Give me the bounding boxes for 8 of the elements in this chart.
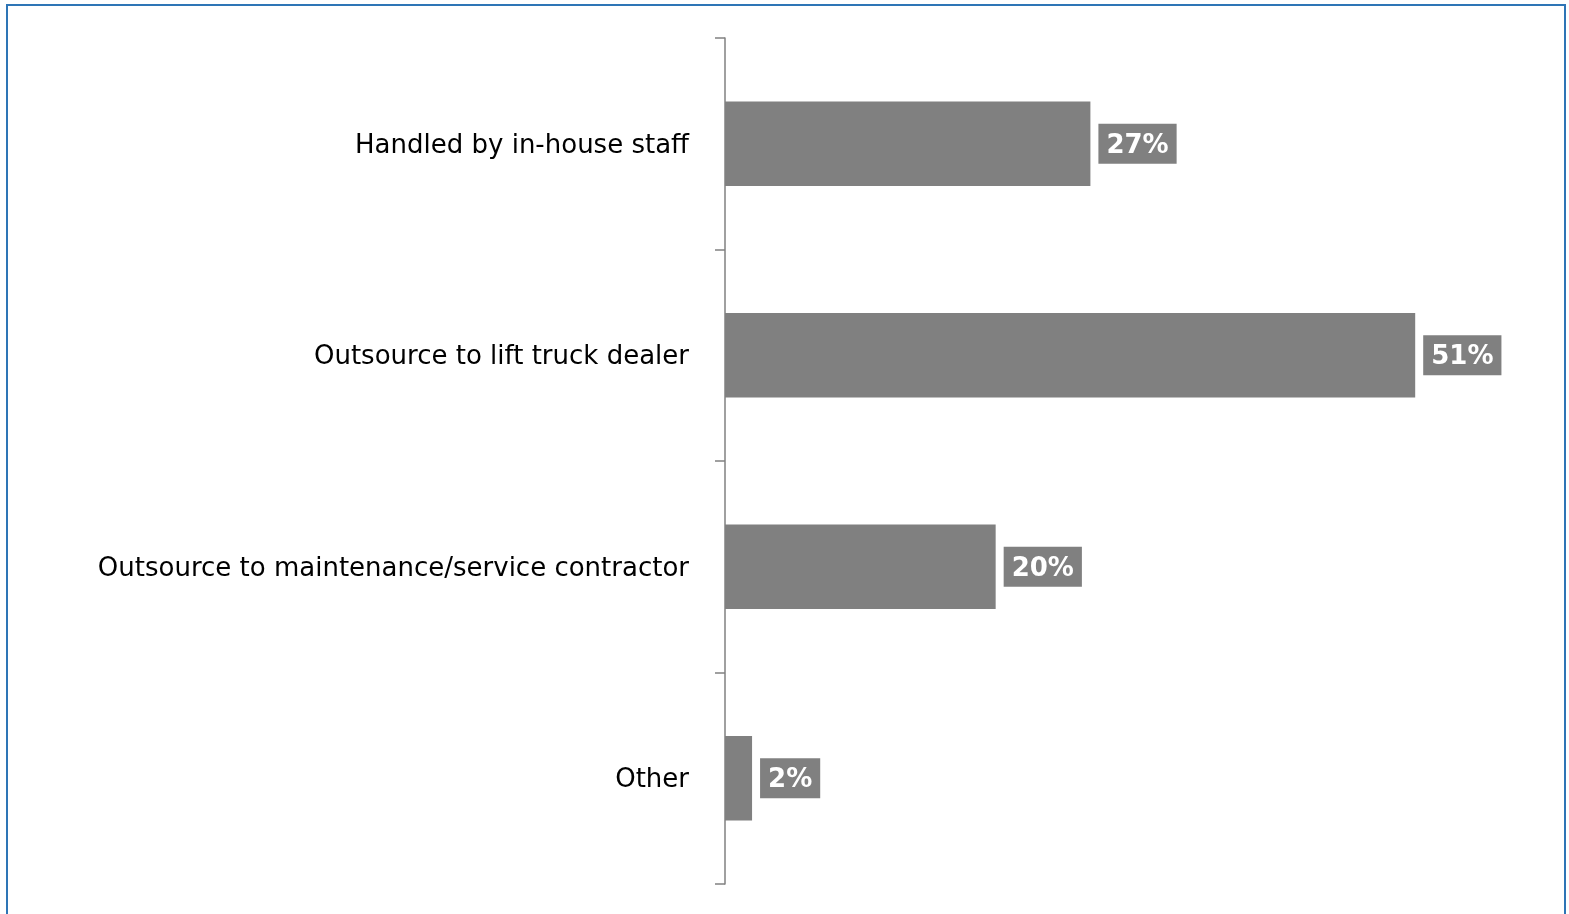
data-label: 51%: [1431, 340, 1494, 371]
y-tick-label: Outsource to maintenance/service contractor: [97, 551, 690, 582]
data-label: 27%: [1106, 128, 1169, 159]
y-tick-label: Handled by in-house staff: [355, 128, 691, 159]
data-label: 20%: [1011, 551, 1074, 582]
y-tick-label: Other: [615, 763, 690, 794]
data-label: 2%: [768, 763, 813, 794]
y-tick-label: Outsource to lift truck dealer: [313, 340, 690, 371]
